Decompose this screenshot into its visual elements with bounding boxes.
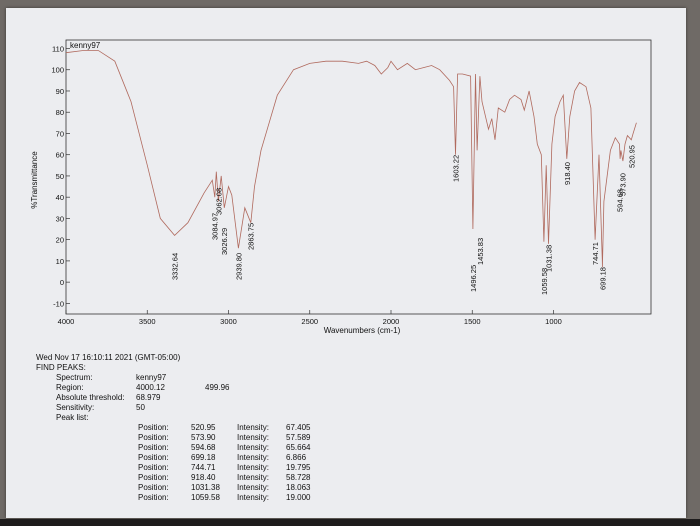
region-start: 4000.12 [136,383,165,392]
spectrum-label: Spectrum: [56,373,93,382]
printed-page [6,8,686,518]
peak-label: 3332.64 [170,253,179,280]
peak-intensity-label: Intensity: [237,443,270,452]
y-tick-label: 20 [56,236,64,245]
peak-position-label: Position: [138,463,169,472]
peak-label: 1496.25 [469,265,478,292]
peak-position-label: Position: [138,473,169,482]
region-label: Region: [56,383,84,392]
peak-label: 744.71 [591,242,600,265]
peak-intensity-value: 58.728 [286,473,311,482]
x-tick-label: 3000 [220,317,237,326]
y-tick-label: 10 [56,257,64,266]
region-end: 499.96 [205,383,230,392]
peak-label: 3062.08 [214,188,223,215]
peak-label: 2863.75 [247,223,256,250]
peak-label: 918.40 [563,162,572,185]
peak-position-label: Position: [138,453,169,462]
peak-label: 3084.97 [211,213,220,240]
peak-position-label: Position: [138,443,169,452]
sensitivity-label: Sensitivity: [56,403,95,412]
table-edge [0,519,700,526]
peak-label: 1031.38 [544,245,553,272]
peak-position-value: 573.90 [191,433,216,442]
y-tick-label: 30 [56,214,64,223]
peak-label: 1603.22 [452,155,461,182]
peak-intensity-value: 19.795 [286,463,311,472]
peaklist-label: Peak list: [56,413,89,422]
peak-label: 1453.83 [476,238,485,265]
spectrum-line [65,50,637,268]
peak-intensity-value: 18.063 [286,483,311,492]
peak-position-value: 1059.58 [191,493,220,502]
peak-report: Wed Nov 17 16:10:11 2021 (GMT-05:00) FIN… [36,353,336,513]
y-tick-label: 60 [56,151,64,160]
y-tick-label: 40 [56,193,64,202]
x-tick-label: 1500 [464,317,481,326]
peak-position-value: 699.18 [191,453,216,462]
peak-position-value: 520.95 [191,423,216,432]
peak-intensity-label: Intensity: [237,423,270,432]
peak-intensity-label: Intensity: [237,483,270,492]
y-tick-label: 0 [60,278,64,287]
peak-position-label: Position: [138,493,169,502]
peak-label: 3026.29 [220,228,229,255]
peak-intensity-value: 65.664 [286,443,311,452]
spectrum-value: kenny97 [136,373,167,382]
peak-label: 573.90 [619,173,628,196]
peak-intensity-label: Intensity: [237,493,270,502]
peak-label: 699.18 [598,267,607,290]
y-axis-ticks: -10 0 10 20 30 40 50 60 70 80 90 100 110 [51,44,70,308]
x-axis-label: Wavenumbers (cm-1) [324,326,401,335]
y-tick-label: 90 [56,87,64,96]
x-tick-label: 1000 [545,317,562,326]
peak-label: 594.68 [615,189,624,212]
peak-label: 1059.58 [540,268,549,295]
spectrum-name-label: kenny97 [70,41,101,50]
threshold-value: 68.979 [136,393,161,402]
peak-list: Position: 520.95 Intensity: 67.405 Position:… [36,423,336,513]
peak-intensity-label: Intensity: [237,463,270,472]
peak-intensity-label: Intensity: [237,453,270,462]
peak-position-label: Position: [138,423,169,432]
y-tick-label: 50 [56,172,64,181]
peak-label: 2939.80 [234,253,243,280]
x-tick-label: 4000 [58,317,75,326]
peak-intensity-value: 57.589 [286,433,311,442]
peak-position-value: 594.68 [191,443,216,452]
x-tick-label: 2500 [301,317,318,326]
y-tick-label: 110 [52,44,64,53]
peak-intensity-label: Intensity: [237,433,270,442]
peak-position-value: 918.40 [191,473,216,482]
y-tick-label: 70 [56,129,64,138]
y-tick-label: 100 [51,66,64,75]
y-tick-label: -10 [53,299,64,308]
peak-position-label: Position: [138,483,169,492]
peak-label: 520.95 [627,145,636,168]
threshold-label: Absolute threshold: [56,393,125,402]
y-axis-label: %Transmittance [30,151,39,209]
peak-position-value: 744.71 [191,463,216,472]
report-timestamp: Wed Nov 17 16:10:11 2021 (GMT-05:00) [36,353,181,362]
x-tick-label: 3500 [139,317,156,326]
peak-intensity-label: Intensity: [237,473,270,482]
peak-position-value: 1031.38 [191,483,220,492]
report-title: FIND PEAKS: [36,363,86,372]
peak-intensity-value: 67.405 [286,423,311,432]
peak-intensity-value: 19.000 [286,493,311,502]
peak-position-label: Position: [138,433,169,442]
plot-frame [65,39,652,315]
peak-intensity-value: 6.866 [286,453,307,462]
x-axis-ticks: 4000 3500 3000 2500 2000 1500 1000 [58,310,562,326]
x-tick-label: 2000 [383,317,400,326]
y-tick-label: 80 [56,108,64,117]
sensitivity-value: 50 [136,403,145,412]
